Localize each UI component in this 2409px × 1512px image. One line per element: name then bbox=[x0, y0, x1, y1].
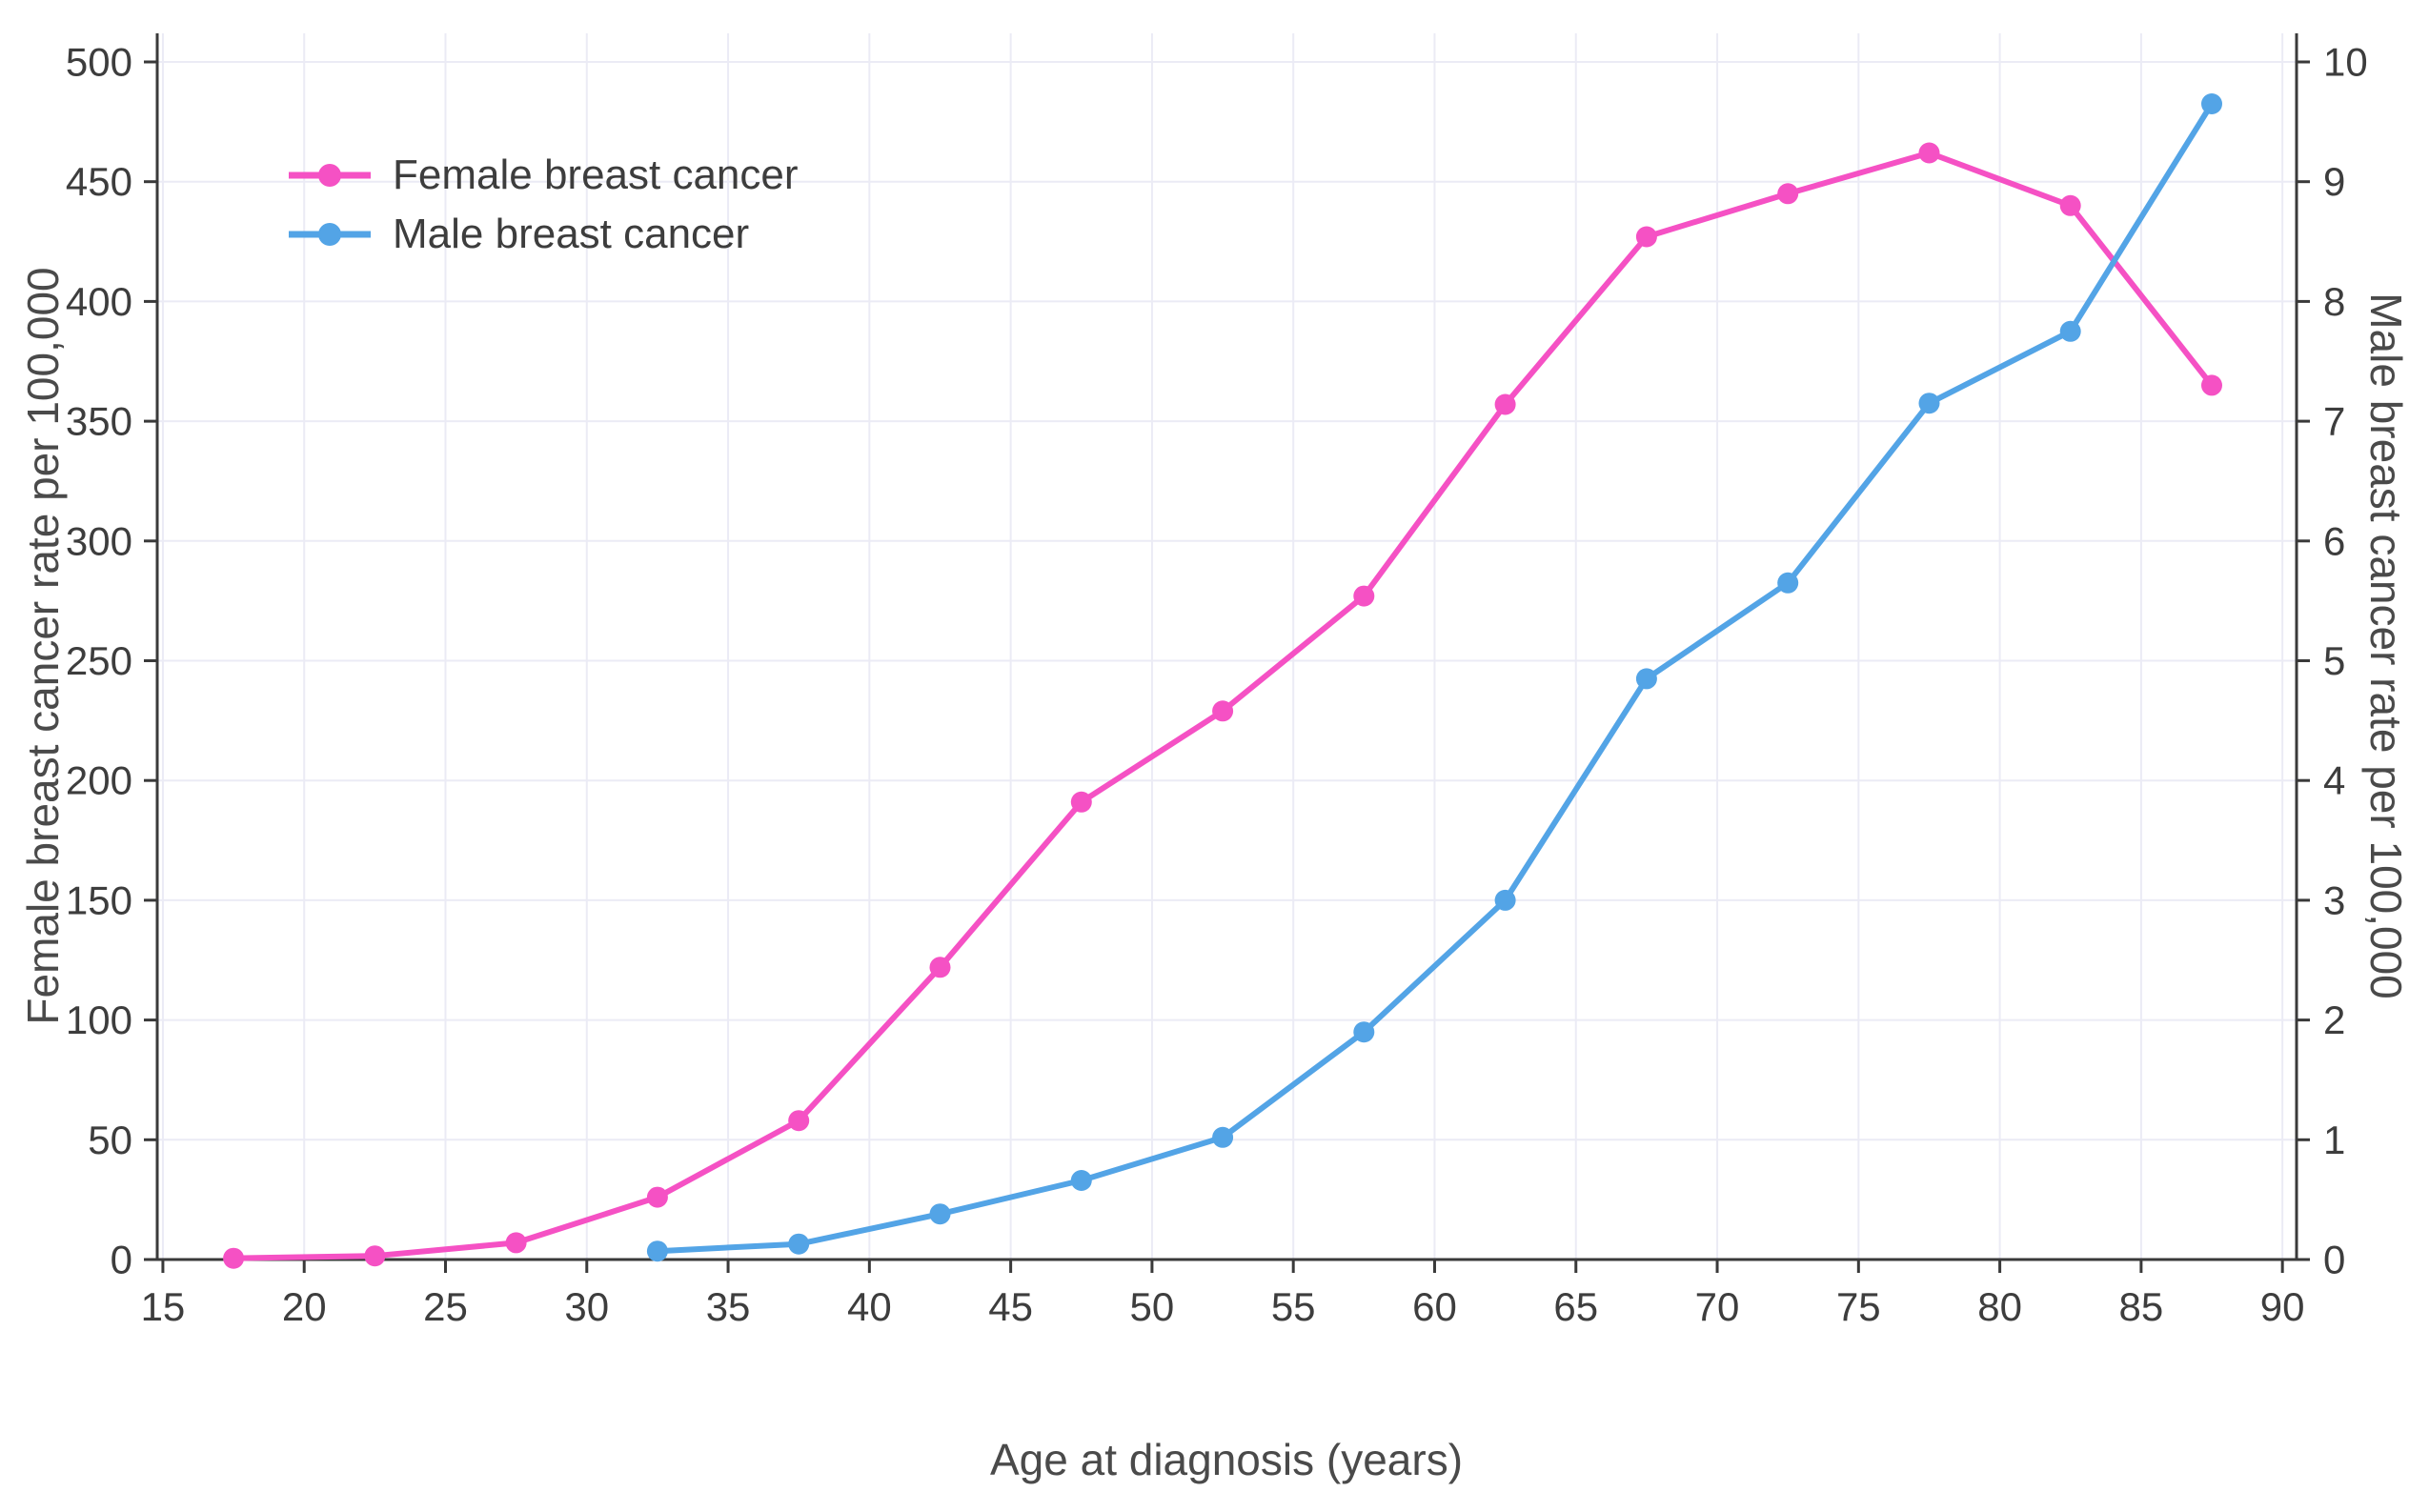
data-point-marker bbox=[788, 1110, 810, 1132]
right-axis-tick-label: 8 bbox=[2323, 279, 2345, 324]
x-axis-tick-label: 85 bbox=[2119, 1284, 2164, 1329]
data-point-marker bbox=[2201, 93, 2222, 114]
legend-label-male: Male breast cancer bbox=[393, 211, 750, 257]
x-axis-tick-label: 45 bbox=[988, 1284, 1033, 1329]
right-axis-tick-label: 5 bbox=[2323, 638, 2345, 683]
data-point-marker bbox=[364, 1245, 386, 1267]
left-axis-tick-label: 200 bbox=[66, 758, 132, 803]
data-point-marker bbox=[2059, 194, 2081, 216]
data-point-marker bbox=[1353, 585, 1375, 607]
x-axis-tick-label: 30 bbox=[564, 1284, 609, 1329]
right-axis-tick-label: 9 bbox=[2323, 159, 2345, 204]
data-point-marker bbox=[929, 957, 951, 978]
right-axis-tick-label: 0 bbox=[2323, 1238, 2345, 1282]
data-point-marker bbox=[1918, 142, 1940, 164]
data-point-marker bbox=[505, 1232, 527, 1254]
right-axis-tick-label: 1 bbox=[2323, 1118, 2345, 1162]
right-axis-tick-label: 6 bbox=[2323, 518, 2345, 563]
data-point-marker bbox=[1918, 393, 1940, 414]
series-female-breast-cancer bbox=[223, 142, 2222, 1269]
data-point-marker bbox=[1212, 700, 1234, 722]
data-point-marker bbox=[223, 1247, 245, 1269]
left-axis-tick-label: 500 bbox=[66, 40, 132, 85]
right-axis-tick-label: 4 bbox=[2323, 758, 2345, 803]
left-axis-tick-label: 150 bbox=[66, 877, 132, 922]
right-axis-tick-label: 3 bbox=[2323, 877, 2345, 922]
series-line bbox=[654, 101, 2215, 1255]
left-axis-tick-label: 450 bbox=[66, 159, 132, 204]
data-point-marker bbox=[1635, 226, 1657, 248]
left-axis-tick-label: 250 bbox=[66, 638, 132, 683]
left-axis-tick-label: 300 bbox=[66, 518, 132, 563]
data-point-marker bbox=[1070, 1170, 1092, 1191]
x-axis-title: Age at diagnosis (years) bbox=[989, 1435, 1464, 1484]
data-point-marker bbox=[646, 1186, 668, 1208]
data-point-marker bbox=[1494, 393, 1516, 415]
right-axis-tick-label: 2 bbox=[2323, 998, 2345, 1042]
x-axis-tick-label: 25 bbox=[423, 1284, 468, 1329]
legend-item-male: Male breast cancer bbox=[286, 211, 799, 257]
male-series-swatch bbox=[289, 223, 371, 246]
left-axis-title: Female breast cancer rate per 100,000 bbox=[18, 267, 68, 1025]
x-axis-tick-label: 65 bbox=[1553, 1284, 1598, 1329]
data-point-marker bbox=[929, 1203, 951, 1225]
data-point-marker bbox=[1777, 572, 1799, 594]
right-axis-tick-label: 7 bbox=[2323, 399, 2345, 444]
x-axis-tick-label: 35 bbox=[706, 1284, 751, 1329]
data-point-marker bbox=[1777, 183, 1799, 205]
x-axis-tick-label: 40 bbox=[847, 1284, 892, 1329]
legend-item-female: Female breast cancer bbox=[286, 151, 799, 198]
legend-label-female: Female breast cancer bbox=[393, 151, 799, 198]
data-point-marker bbox=[788, 1233, 810, 1255]
right-axis-tick-label: 10 bbox=[2323, 40, 2368, 85]
left-axis-tick-label: 400 bbox=[66, 279, 132, 324]
left-axis-tick-label: 100 bbox=[66, 998, 132, 1042]
data-point-marker bbox=[1212, 1126, 1234, 1148]
data-point-marker bbox=[1353, 1021, 1375, 1043]
x-axis-tick-label: 60 bbox=[1412, 1284, 1457, 1329]
left-axis-tick-label: 0 bbox=[111, 1238, 132, 1282]
data-point-marker bbox=[2201, 374, 2222, 396]
right-axis-title: Male breast cancer rate per 100,000 bbox=[2361, 292, 2409, 999]
left-axis-tick-label: 350 bbox=[66, 399, 132, 444]
legend: Female breast cancer Male breast cancer bbox=[286, 151, 799, 257]
x-axis-tick-label: 75 bbox=[1836, 1284, 1881, 1329]
left-axis-tick-label: 50 bbox=[88, 1118, 132, 1162]
data-point-marker bbox=[1494, 889, 1516, 911]
series-male-breast-cancer bbox=[646, 93, 2222, 1262]
x-axis-tick-label: 15 bbox=[141, 1284, 186, 1329]
data-point-marker bbox=[1070, 791, 1092, 813]
x-axis-tick-label: 55 bbox=[1271, 1284, 1316, 1329]
x-axis-tick-label: 20 bbox=[282, 1284, 327, 1329]
data-point-marker bbox=[2059, 320, 2081, 342]
data-point-marker bbox=[646, 1240, 668, 1262]
x-axis-tick-label: 90 bbox=[2260, 1284, 2305, 1329]
x-axis-tick-label: 80 bbox=[1977, 1284, 2022, 1329]
x-axis-tick-label: 70 bbox=[1695, 1284, 1740, 1329]
data-point-marker bbox=[1635, 668, 1657, 690]
x-axis-tick-label: 50 bbox=[1130, 1284, 1175, 1329]
female-series-swatch bbox=[289, 164, 371, 187]
